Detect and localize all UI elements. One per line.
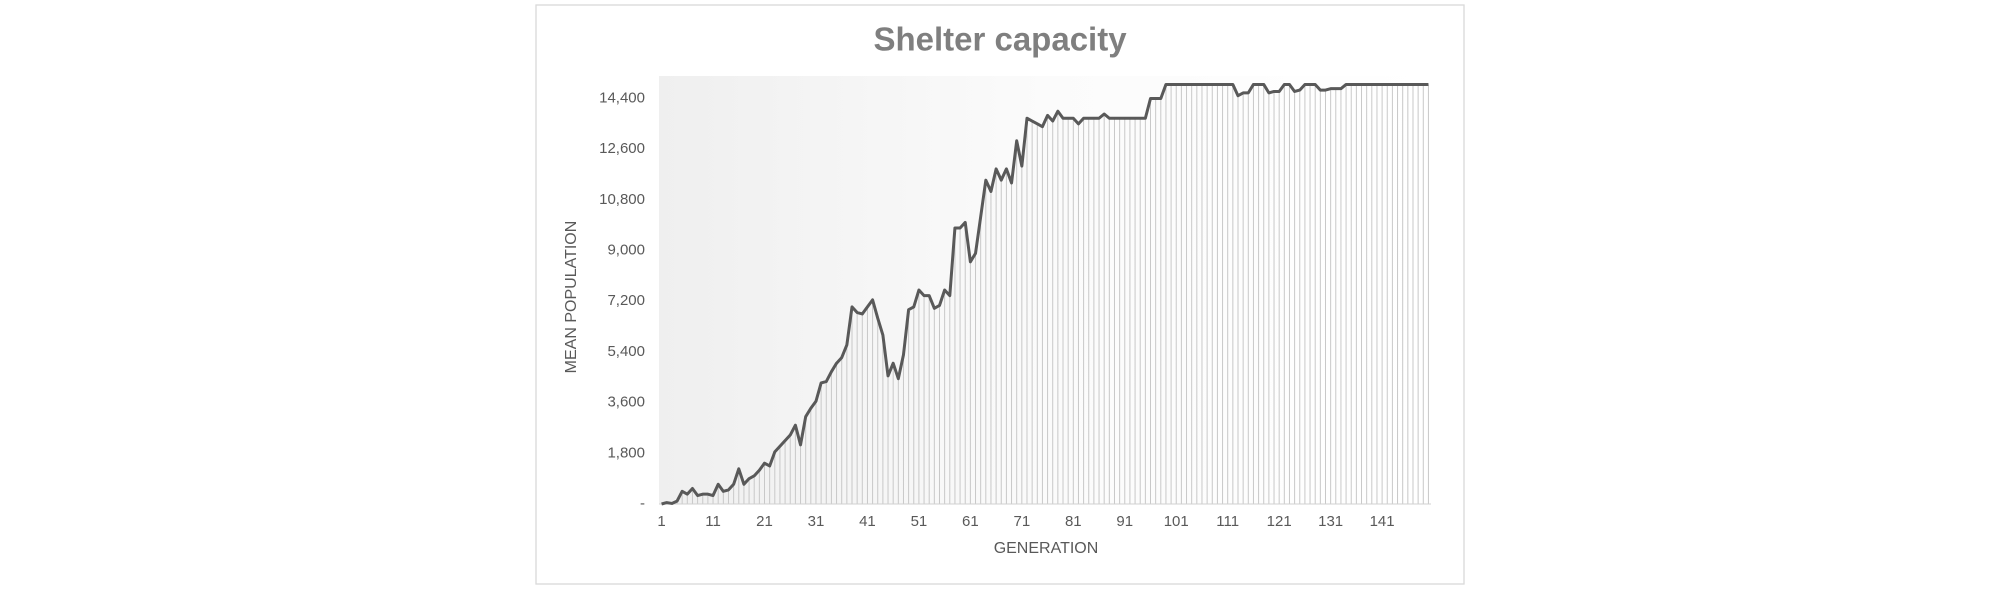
x-tick-label: 131 <box>1318 513 1343 530</box>
y-tick-label: 14,400 <box>599 89 645 106</box>
y-tick-label: 3,600 <box>607 394 645 411</box>
x-tick-label: 111 <box>1216 513 1239 530</box>
y-tick-label: 7,200 <box>607 292 645 309</box>
y-tick-label: 10,800 <box>599 191 645 208</box>
y-axis-title: MEAN POPULATION <box>563 221 580 374</box>
x-tick-label: 31 <box>808 513 825 530</box>
x-tick-label: 11 <box>705 513 721 530</box>
x-tick-label: 51 <box>911 513 928 530</box>
x-axis-title: GENERATION <box>994 540 1099 557</box>
y-tick-label: 5,400 <box>607 343 645 360</box>
y-tick-label: - <box>640 495 645 512</box>
x-tick-label: 41 <box>859 513 876 530</box>
plot-area <box>659 76 1431 504</box>
x-tick-label: 81 <box>1065 513 1082 530</box>
chart-title: Shelter capacity <box>873 21 1127 58</box>
x-tick-label: 91 <box>1116 513 1133 530</box>
y-tick-label: 9,000 <box>607 242 645 259</box>
x-tick-label: 101 <box>1164 513 1189 530</box>
x-tick-label: 71 <box>1013 513 1030 530</box>
x-tick-label: 141 <box>1370 513 1395 530</box>
y-tick-label: 12,600 <box>599 140 645 157</box>
x-tick-label: 1 <box>657 513 665 530</box>
x-tick-label: 21 <box>756 513 773 530</box>
x-tick-label: 121 <box>1267 513 1292 530</box>
x-tick-label: 61 <box>962 513 979 530</box>
line <box>661 82 1429 506</box>
y-tick-label: 1,800 <box>607 444 645 461</box>
